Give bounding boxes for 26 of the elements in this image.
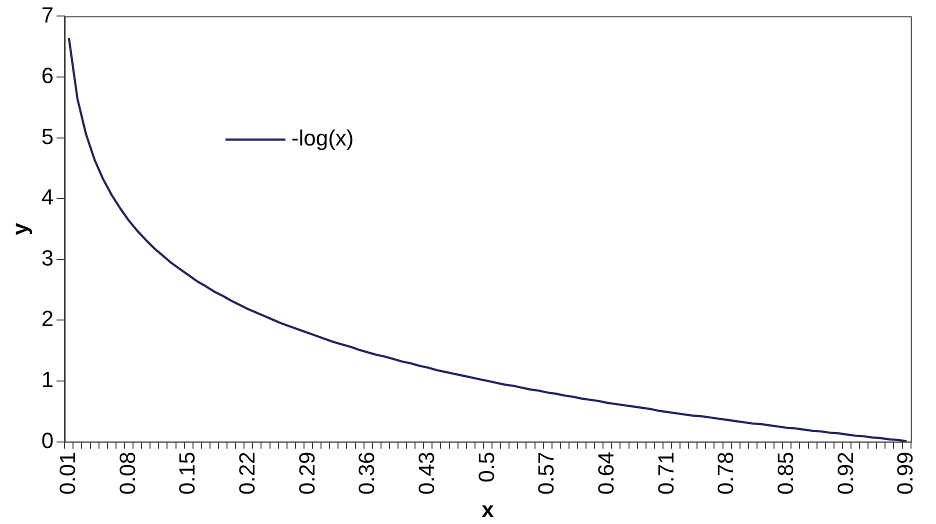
y-axis-title: y: [7, 222, 32, 236]
y-tick-label: 3: [41, 245, 54, 270]
x-tick-label: 0.36: [354, 452, 380, 495]
x-axis-title: x: [482, 496, 495, 522]
x-tick-label: 0.92: [832, 452, 858, 495]
x-tick-label: 0.15: [174, 452, 200, 495]
y-tick-label: 7: [41, 2, 54, 28]
x-tick-label: 0.01: [54, 452, 80, 495]
x-tick-label: 0.08: [114, 452, 140, 495]
x-tick-label: 0.29: [294, 452, 320, 495]
x-tick-label: 0.22: [234, 452, 260, 495]
y-tick-label: 4: [41, 184, 54, 210]
x-tick-label: 0.71: [653, 452, 678, 495]
x-tick-label: 0.85: [772, 452, 798, 495]
y-tick-label: 0: [41, 428, 54, 453]
x-tick-label: 0.99: [892, 452, 918, 495]
x-tick-label: 0.57: [534, 452, 559, 495]
x-tick-label: 0.43: [414, 452, 439, 495]
y-tick-label: 2: [41, 306, 54, 332]
y-tick-label: 5: [41, 124, 54, 149]
x-tick-label: 0.78: [713, 452, 738, 495]
legend-label: -log(x): [291, 126, 354, 151]
y-tick-label: 6: [41, 63, 54, 88]
x-tick-label: 0.64: [593, 452, 618, 495]
x-tick-label: 0.5: [474, 452, 499, 482]
y-tick-label: 1: [41, 367, 54, 392]
